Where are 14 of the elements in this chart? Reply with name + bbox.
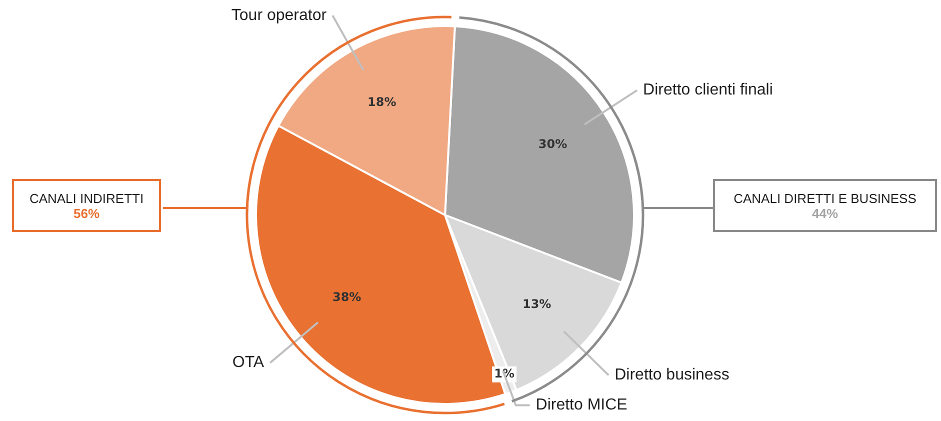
slice-label: Tour operator — [231, 6, 328, 24]
data-label: 38% — [332, 290, 362, 304]
data-label: 1% — [494, 366, 514, 381]
text: 44% — [810, 206, 840, 220]
slice-label: Diretto clienti finali — [643, 82, 773, 99]
text: 56% — [72, 206, 101, 220]
slice-label: Diretto MICE — [536, 396, 628, 414]
slice-label: OTA — [232, 354, 264, 372]
data-label: 30% — [538, 137, 568, 152]
text: CANALI INDIRETTI — [28, 190, 145, 206]
text: CANALI DIRETTI E BUSINESS — [732, 190, 918, 206]
data-label: 18% — [368, 95, 396, 110]
slice-label: Diretto business — [614, 366, 730, 384]
data-label: 13% — [522, 297, 552, 312]
